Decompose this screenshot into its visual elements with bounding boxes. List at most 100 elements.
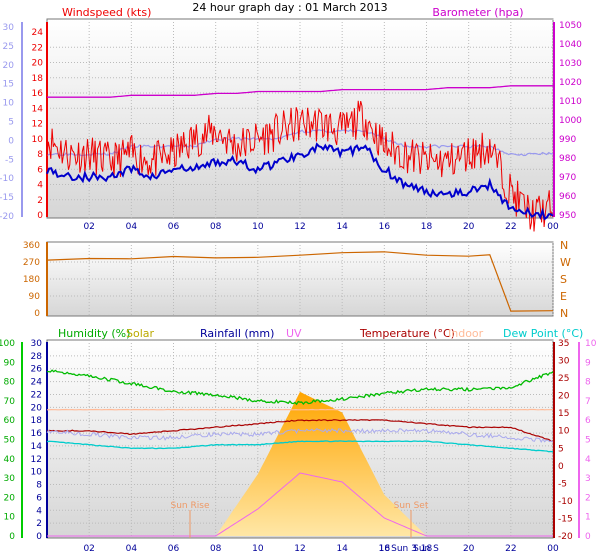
rainfall-tick: 26 xyxy=(31,365,43,375)
rainfall-tick: 22 xyxy=(31,390,42,400)
rainfall-tick: 0 xyxy=(36,532,42,542)
uv-tick: 0 xyxy=(585,532,591,542)
sunrise-label: Sun Rise xyxy=(171,501,210,511)
temperature-tick: 30 xyxy=(558,357,570,367)
rainfall-tick: 20 xyxy=(31,403,43,413)
wind-chill-tick: 20 xyxy=(3,61,15,71)
rainfall-tick: 8 xyxy=(36,481,42,491)
windspeed-tick: 16 xyxy=(32,89,44,99)
barometer-tick: 1000 xyxy=(559,116,582,126)
barometer-tick: 1020 xyxy=(559,78,582,88)
barometer-tick: 990 xyxy=(559,135,576,145)
wind-direction-tick: 0 xyxy=(34,309,40,319)
temperature-tick: -15 xyxy=(558,514,573,524)
windspeed-tick: 0 xyxy=(37,211,43,221)
sunset-axis-label: Sun S xyxy=(413,544,439,554)
rainfall-tick: 28 xyxy=(31,352,43,362)
rainfall-tick: 30 xyxy=(31,339,43,349)
windspeed-tick: 24 xyxy=(32,28,44,38)
compass-tick: N xyxy=(560,239,568,252)
x-tick-label: 04 xyxy=(126,544,138,554)
rainfall-legend: Rainfall (mm) xyxy=(200,327,274,340)
indoor-legend: Indoor xyxy=(448,327,484,340)
x-tick-label: 12 xyxy=(294,544,305,554)
barometer-axis-label: Barometer (hpa) xyxy=(432,6,523,19)
solar-legend: Solar xyxy=(126,327,155,340)
x-tick-label: 02 xyxy=(83,544,94,554)
x-tick-label: 04 xyxy=(126,222,138,232)
x-tick-label: 20 xyxy=(463,222,475,232)
uv-legend: UV xyxy=(286,327,302,340)
barometer-tick: 970 xyxy=(559,173,576,183)
windspeed-tick: 12 xyxy=(32,120,43,130)
windspeed-tick: 18 xyxy=(32,74,44,84)
uv-tick: 5 xyxy=(585,436,591,446)
humidity-tick: 70 xyxy=(4,397,16,407)
barometer-tick: 950 xyxy=(559,211,576,221)
humidity-tick: 40 xyxy=(4,455,16,465)
uv-tick: 8 xyxy=(585,378,591,388)
temperature-tick: 20 xyxy=(558,392,570,402)
compass-tick: E xyxy=(560,290,567,303)
x-tick-label: 18 xyxy=(421,222,433,232)
uv-tick: 3 xyxy=(585,474,591,484)
wind-direction-tick: 360 xyxy=(23,241,40,251)
x-tick-label: 20 xyxy=(463,544,475,554)
x-tick-label: 16 xyxy=(379,222,391,232)
wind-chill-tick: 0 xyxy=(8,136,14,146)
x-tick-label: 08 xyxy=(210,222,222,232)
dewpoint-legend: Dew Point (°C) xyxy=(503,327,583,340)
wind-direction-tick: 270 xyxy=(23,258,40,268)
x-tick-label: 02 xyxy=(83,222,94,232)
uv-tick: 1 xyxy=(585,513,591,523)
x-tick-label: 14 xyxy=(336,544,348,554)
x-tick-label: 06 xyxy=(168,544,180,554)
x-tick-label: 08 xyxy=(210,544,222,554)
uv-tick: 9 xyxy=(585,358,591,368)
uv-tick: 6 xyxy=(585,416,591,426)
rainfall-tick: 16 xyxy=(31,429,43,439)
wind-chill-tick: -20 xyxy=(0,212,14,222)
rainfall-tick: 6 xyxy=(36,493,42,503)
windspeed-tick: 22 xyxy=(32,43,43,53)
windspeed-axis-label: Windspeed (kts) xyxy=(62,6,151,19)
humidity-tick: 60 xyxy=(4,416,16,426)
chart-title: 24 hour graph day : 01 March 2013 xyxy=(192,1,387,14)
rainfall-tick: 14 xyxy=(31,442,43,452)
temperature-tick: 25 xyxy=(558,374,569,384)
humidity-tick: 90 xyxy=(4,358,16,368)
x-tick-label: 22 xyxy=(505,544,516,554)
barometer-tick: 1040 xyxy=(559,40,582,50)
windspeed-tick: 2 xyxy=(37,196,43,206)
compass-tick: S xyxy=(560,273,567,286)
wind-direction-tick: 180 xyxy=(23,275,40,285)
x-tick-label: 14 xyxy=(336,222,348,232)
temperature-tick: -20 xyxy=(558,532,573,542)
windspeed-tick: 8 xyxy=(37,150,43,160)
rainfall-tick: 24 xyxy=(31,378,43,388)
compass-tick: W xyxy=(560,256,571,269)
temperature-tick: 5 xyxy=(558,444,564,454)
temperature-tick: -10 xyxy=(558,497,573,507)
wind-chill-tick: 15 xyxy=(3,80,14,90)
wind-chill-tick: -5 xyxy=(5,155,14,165)
x-tick-label: 06 xyxy=(168,222,180,232)
humidity-tick: 80 xyxy=(4,378,16,388)
x-tick-label: 00 xyxy=(547,544,559,554)
windspeed-tick: 20 xyxy=(32,59,44,69)
wind-chill-tick: 30 xyxy=(3,23,15,33)
temperature-legend: Temperature (°C) xyxy=(359,327,455,340)
sunset-label: Sun Set xyxy=(394,501,429,511)
x-tick-label: 22 xyxy=(505,222,516,232)
wind-chill-tick: -15 xyxy=(0,193,14,203)
humidity-tick: 100 xyxy=(0,339,15,349)
rainfall-tick: 18 xyxy=(31,416,43,426)
x-tick-label: 18 xyxy=(379,544,391,554)
rainfall-tick: 10 xyxy=(31,468,43,478)
uv-tick: 7 xyxy=(585,397,591,407)
barometer-tick: 980 xyxy=(559,154,576,164)
uv-tick: 10 xyxy=(585,339,597,349)
windspeed-tick: 4 xyxy=(37,181,43,191)
